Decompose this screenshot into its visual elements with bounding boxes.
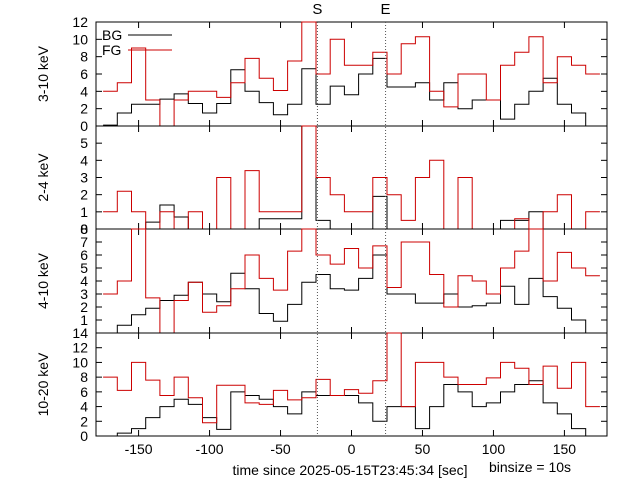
legend: BG FG	[102, 27, 172, 58]
marker-label-s: S	[312, 1, 322, 18]
x-tick-label: 150	[553, 441, 577, 457]
y-tick-label: 2	[80, 187, 88, 203]
series-line-bg	[103, 125, 600, 230]
y-tick-label: 10	[72, 354, 88, 370]
y-tick-label: 3	[80, 170, 88, 186]
y-tick-label: 4	[80, 152, 88, 168]
marker-label-e: E	[381, 1, 391, 18]
y-tick-label: 8	[80, 49, 88, 65]
y-tick-label: 0	[80, 118, 88, 134]
y-tick-label: 6	[80, 66, 88, 82]
y-tick-label: 12	[72, 14, 88, 30]
y-tick-label: 6	[80, 384, 88, 400]
y-tick-label: 6	[80, 247, 88, 263]
y-tick-label: 8	[80, 369, 88, 385]
legend-label-fg: FG	[102, 42, 121, 58]
y-tick-label: 14	[72, 325, 88, 341]
legend-label-bg: BG	[102, 27, 122, 43]
x-axis-label: time since 2025-05-15T23:45:34 [sec]	[232, 462, 467, 478]
y-tick-label: 8	[80, 221, 88, 237]
panel-frame	[95, 228, 608, 334]
x-tick-label: -150	[125, 441, 153, 457]
y-tick-label: 1	[80, 312, 88, 328]
y-tick-label: 0	[80, 428, 88, 444]
series-line-fg	[103, 125, 600, 230]
y-tick-label: 10	[72, 31, 88, 47]
x-tick-label: 100	[482, 441, 506, 457]
y-tick-label: 0	[80, 221, 88, 237]
y-axis-label: 4-10 keV	[35, 252, 51, 309]
y-axis-label: 10-20 keV	[35, 352, 51, 416]
panel-frame	[95, 21, 608, 127]
series-line-bg	[103, 380, 600, 437]
y-tick-label: 5	[80, 135, 88, 151]
y-tick-label: 2	[80, 101, 88, 117]
y-tick-label: 5	[80, 260, 88, 276]
x-tick-label: 50	[415, 441, 431, 457]
y-tick-label: 4	[80, 273, 88, 289]
y-tick-label: 3	[80, 286, 88, 302]
series-line-bg	[103, 57, 600, 127]
series-line-fg	[103, 332, 600, 424]
y-axis-label: 2-4 keV	[35, 153, 51, 202]
x-tick-label: -100	[196, 441, 224, 457]
y-tick-label: 1	[80, 204, 88, 220]
y-tick-label: 4	[80, 83, 88, 99]
y-axis-label: 3-10 keV	[35, 45, 51, 102]
y-tick-label: 2	[80, 413, 88, 429]
y-tick-label: 7	[80, 234, 88, 250]
x-axis: -150 -100 -50 0 50 100 150	[125, 441, 577, 457]
y-tick-label: 4	[80, 399, 88, 415]
series-line-fg	[103, 228, 600, 334]
y-tick-label: 2	[80, 299, 88, 315]
y-tick-label: 12	[72, 340, 88, 356]
binsize-label: binsize = 10s	[489, 459, 571, 475]
x-tick-label: -50	[270, 441, 290, 457]
series-line-bg	[103, 254, 600, 334]
panel-frame	[95, 125, 608, 230]
series-line-fg	[103, 21, 600, 127]
x-tick-label: 0	[348, 441, 356, 457]
